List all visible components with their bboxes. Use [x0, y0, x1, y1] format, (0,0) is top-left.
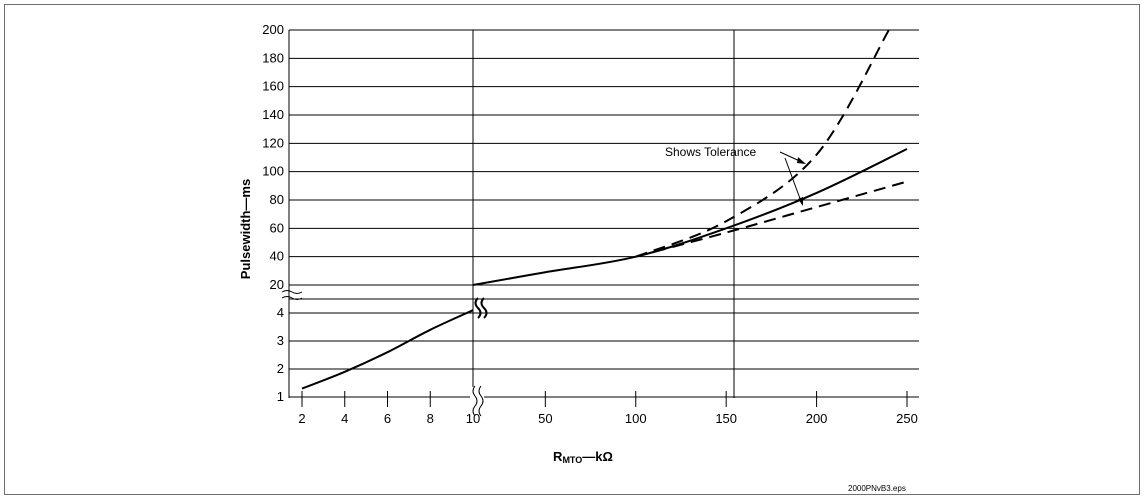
- x-tick-label: 250: [896, 411, 918, 426]
- y-axis-title: Pulsewidth—ms: [238, 179, 253, 279]
- axis-breaks: [281, 290, 488, 417]
- y-tick-label: 4: [277, 305, 284, 320]
- pulsewidth-curve-1: [472, 148, 908, 286]
- x-tick-label: 2: [298, 411, 305, 426]
- annotation-arrowhead-upper: [797, 157, 806, 164]
- y-tick-label: 20: [270, 277, 284, 292]
- y-tick-label: 180: [262, 50, 284, 65]
- y-tick-label: 1: [277, 389, 284, 404]
- y-tick-label: 200: [262, 22, 284, 37]
- x-axis-title-rest: —kΩ: [582, 449, 613, 464]
- annotation-arrow-lower: [784, 157, 803, 205]
- annotation-arrowhead-lower: [798, 197, 803, 206]
- x-axis-title-sub: MTO: [562, 455, 582, 465]
- x-axis-title: RMTO—kΩ: [553, 449, 613, 465]
- x-tick-label: 6: [384, 411, 391, 426]
- y-break-mark: [281, 290, 303, 294]
- y-tick-label: 160: [262, 79, 284, 94]
- y-tick-label: 80: [270, 192, 284, 207]
- curve-break-mark: [480, 297, 488, 319]
- y-tick-label: 3: [277, 333, 284, 348]
- tolerance-line-2: [635, 29, 890, 258]
- x-tick-label: 200: [806, 411, 828, 426]
- y-tick-label: 40: [270, 249, 284, 264]
- y-tick-label: 140: [262, 107, 284, 122]
- y-tick-label: 2: [277, 361, 284, 376]
- series-group: [301, 29, 908, 390]
- y-tick-label: 60: [270, 220, 284, 235]
- x-tick-label: 150: [715, 411, 737, 426]
- pulsewidth-curve-0: [301, 309, 474, 390]
- x-break-mark: [478, 385, 484, 417]
- annotation-label: Shows Tolerance: [665, 145, 756, 159]
- x-axis-title-main: R: [553, 449, 563, 464]
- x-tick-label: 10: [466, 411, 480, 426]
- y-tick-label: 100: [262, 164, 284, 179]
- tolerance-line-3: [635, 180, 908, 258]
- x-tick-label: 100: [625, 411, 647, 426]
- x-break-mark: [472, 385, 478, 417]
- x-tick-label: 50: [538, 411, 552, 426]
- grid: [288, 29, 919, 407]
- tolerance-annotation: Shows Tolerance: [665, 145, 806, 206]
- y-break-mark: [281, 296, 303, 300]
- x-tick-label: 8: [427, 411, 434, 426]
- y-tick-label: 120: [262, 135, 284, 150]
- footer-filename: 2000PNvB3.eps: [848, 484, 906, 493]
- figure-frame: [4, 4, 1140, 495]
- curve-break-mark: [474, 297, 482, 319]
- x-tick-label: 4: [341, 411, 348, 426]
